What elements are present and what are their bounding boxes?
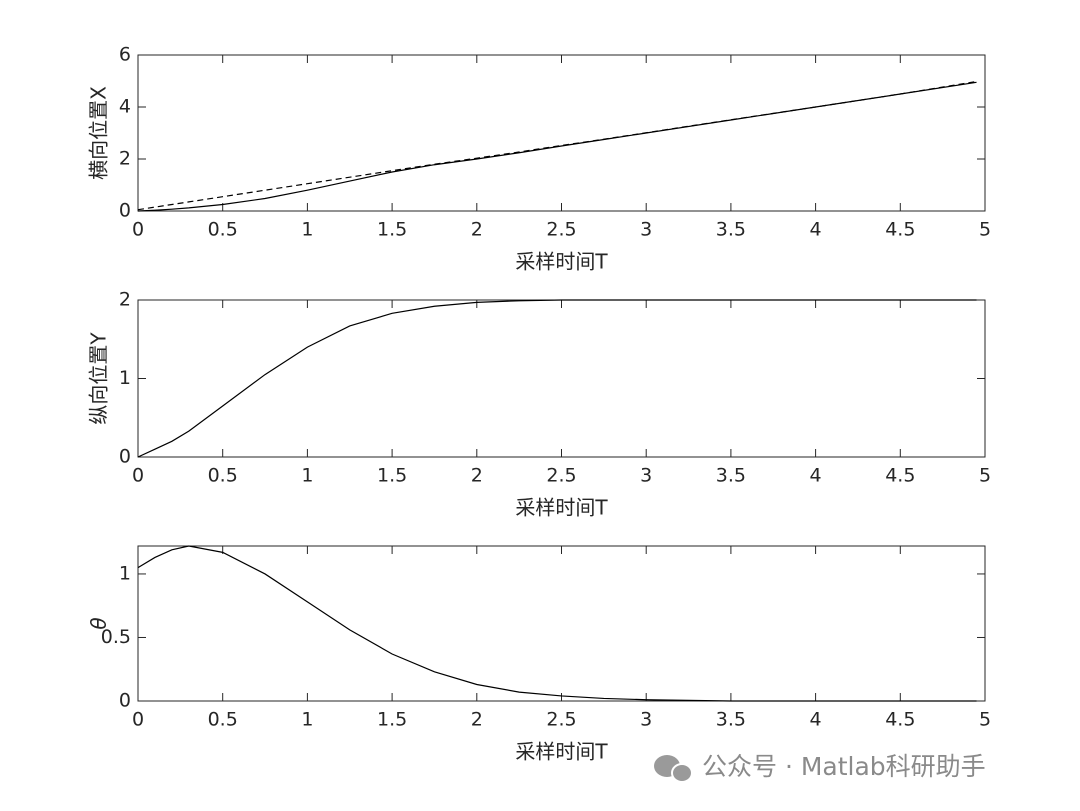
x-tick-label: 3.5 xyxy=(716,465,746,487)
x-tick-label: 5 xyxy=(979,219,991,241)
y-tick-label: 1 xyxy=(119,562,131,584)
x-tick-label: 4 xyxy=(810,465,822,487)
x-tick-label: 0.5 xyxy=(208,709,238,731)
y-tick-label: 4 xyxy=(119,96,131,118)
x-tick-label: 4 xyxy=(810,709,822,731)
x-tick-label: 1 xyxy=(301,219,313,241)
x-tick-label: 2.5 xyxy=(546,709,576,731)
x-tick-label: 3.5 xyxy=(716,219,746,241)
x-tick-label: 1 xyxy=(301,465,313,487)
y-tick-label: 2 xyxy=(119,148,131,170)
x-tick-label: 3 xyxy=(640,709,652,731)
x-tick-label: 5 xyxy=(979,465,991,487)
x-tick-label: 5 xyxy=(979,709,991,731)
watermark: 公众号 · Matlab科研助手 xyxy=(702,752,986,781)
data-line xyxy=(137,545,977,702)
x-tick-label: 1.5 xyxy=(377,709,407,731)
x-tick-label: 1.5 xyxy=(377,219,407,241)
x-tick-label: 0.5 xyxy=(208,465,238,487)
x-tick-label: 2 xyxy=(471,709,483,731)
x-tick-label: 0 xyxy=(132,465,144,487)
y-tick-label: 0.5 xyxy=(101,626,131,648)
watermark-icon xyxy=(654,755,693,783)
x-axis-label: 采样时间T xyxy=(515,250,608,274)
y-axis-label: θ xyxy=(87,617,111,629)
x-axis-label: 采样时间T xyxy=(515,496,608,520)
x-tick-label: 4 xyxy=(810,219,822,241)
x-tick-label: 2 xyxy=(471,465,483,487)
x-tick-label: 3.5 xyxy=(716,709,746,731)
x-tick-label: 2.5 xyxy=(546,465,576,487)
y-tick-label: 6 xyxy=(119,44,131,66)
data-line xyxy=(137,81,977,212)
x-axis-label: 采样时间T xyxy=(515,740,608,764)
data-line xyxy=(137,299,977,458)
x-tick-label: 3 xyxy=(640,465,652,487)
x-tick-label: 2.5 xyxy=(546,219,576,241)
y-tick-label: 0 xyxy=(119,446,131,468)
x-tick-label: 3 xyxy=(640,219,652,241)
y-tick-label: 0 xyxy=(119,200,131,222)
x-tick-label: 0 xyxy=(132,219,144,241)
x-tick-label: 4.5 xyxy=(885,709,915,731)
x-tick-label: 4.5 xyxy=(885,465,915,487)
x-tick-label: 1 xyxy=(301,709,313,731)
x-tick-label: 2 xyxy=(471,219,483,241)
y-tick-label: 1 xyxy=(119,367,131,389)
y-tick-label: 2 xyxy=(119,289,131,311)
x-tick-label: 0.5 xyxy=(208,219,238,241)
y-axis-label: 横向位置X xyxy=(87,86,111,180)
x-tick-label: 4.5 xyxy=(885,219,915,241)
y-axis-label: 纵向位置Y xyxy=(87,332,111,425)
y-tick-label: 0 xyxy=(119,690,131,712)
x-tick-label: 1.5 xyxy=(377,465,407,487)
data-line xyxy=(137,80,977,211)
x-tick-label: 0 xyxy=(132,709,144,731)
